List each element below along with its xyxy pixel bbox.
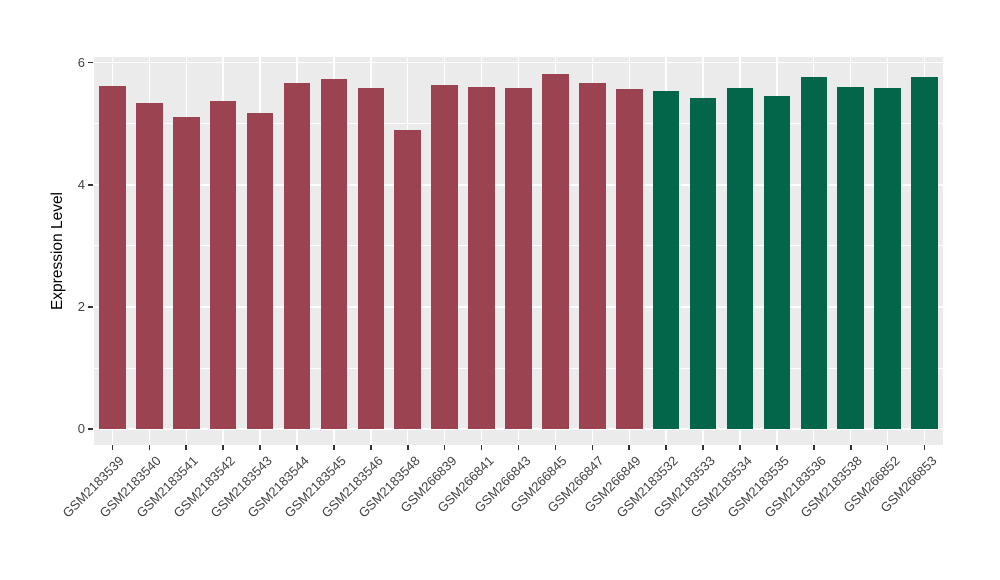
x-tick-mark (776, 445, 778, 450)
y-tick-label: 4 (77, 176, 85, 192)
y-tick-label: 6 (77, 54, 85, 70)
major-gridline (94, 428, 943, 430)
x-tick-mark (591, 445, 594, 450)
bar-GSM266839 (431, 84, 458, 429)
bar-GSM2183533 (689, 98, 717, 429)
x-tick-mark (813, 445, 815, 450)
bar-GSM2183536 (800, 76, 828, 429)
x-tick-mark (259, 445, 261, 450)
x-tick-mark (886, 445, 889, 450)
y-tick-mark (88, 184, 93, 186)
bar-GSM2183539 (99, 85, 126, 429)
bar-GSM266843 (505, 88, 532, 429)
y-tick-label: 2 (77, 298, 85, 314)
y-tick-mark (88, 61, 93, 64)
x-tick-mark (628, 445, 631, 450)
x-tick-mark (111, 445, 114, 450)
bar-GSM266849 (615, 88, 643, 429)
x-tick-mark (370, 445, 372, 450)
x-tick-mark (849, 445, 852, 450)
bar-GSM2183542 (209, 101, 237, 429)
x-tick-mark (554, 445, 557, 450)
y-tick-mark (88, 306, 93, 308)
x-tick-mark (702, 445, 704, 450)
bar-GSM2183546 (357, 87, 385, 429)
bar-GSM266852 (874, 88, 901, 429)
x-tick-mark (739, 445, 741, 450)
x-tick-mark (665, 445, 667, 450)
y-tick-label: 0 (77, 421, 85, 436)
bar-GSM2183532 (652, 90, 680, 429)
y-axis-title: Expression Level (49, 191, 66, 311)
bar-GSM2183548 (394, 129, 422, 429)
x-tick-mark (296, 445, 298, 450)
bar-GSM2183544 (283, 83, 311, 429)
x-tick-mark (443, 445, 446, 450)
bar-GSM2183535 (763, 96, 791, 429)
x-tick-mark (222, 445, 224, 450)
bar-GSM2183538 (837, 87, 864, 429)
bar-GSM266845 (542, 74, 569, 429)
bar-GSM2183541 (172, 117, 200, 429)
bar-GSM266853 (911, 76, 938, 429)
x-tick-mark (517, 445, 520, 450)
x-tick-mark (480, 445, 483, 450)
x-tick-mark (406, 445, 409, 450)
bar-GSM2183545 (320, 79, 348, 429)
x-tick-mark (185, 445, 188, 450)
y-tick-mark (88, 428, 93, 430)
bar-GSM266841 (468, 87, 495, 429)
bar-GSM266847 (579, 83, 606, 429)
bar-GSM2183534 (726, 87, 754, 429)
x-tick-mark (923, 445, 926, 450)
major-gridline (94, 61, 943, 64)
bar-GSM2183540 (136, 102, 163, 429)
bar-GSM2183543 (246, 113, 274, 429)
x-tick-mark (333, 445, 335, 450)
plot-panel (94, 57, 943, 445)
x-tick-mark (148, 445, 151, 450)
